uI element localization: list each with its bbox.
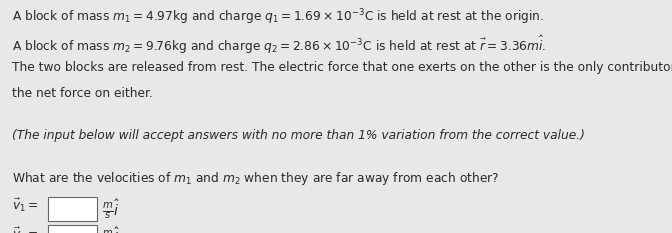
Text: $\frac{m}{s}\hat{i}$: $\frac{m}{s}\hat{i}$ xyxy=(102,225,120,233)
Text: $\vec{v}_1 = $: $\vec{v}_1 = $ xyxy=(12,197,38,214)
Text: A block of mass $m_1 = 4.97$kg and charge $q_1 = 1.69 \times 10^{-3}$C is held a: A block of mass $m_1 = 4.97$kg and charg… xyxy=(12,7,544,27)
FancyBboxPatch shape xyxy=(48,225,97,233)
Text: $\vec{v}_2 = $: $\vec{v}_2 = $ xyxy=(12,225,38,233)
Text: The two blocks are released from rest. The electric force that one exerts on the: The two blocks are released from rest. T… xyxy=(12,61,672,74)
Text: What are the velocities of $m_1$ and $m_2$ when they are far away from each othe: What are the velocities of $m_1$ and $m_… xyxy=(12,171,499,187)
Text: A block of mass $m_2 = 9.76$kg and charge $q_2 = 2.86 \times 10^{-3}$C is held a: A block of mass $m_2 = 9.76$kg and charg… xyxy=(12,34,546,56)
Text: $\frac{m}{s}\hat{i}$: $\frac{m}{s}\hat{i}$ xyxy=(102,197,120,221)
Text: (The input below will accept answers with no more than 1% variation from the cor: (The input below will accept answers wit… xyxy=(12,129,585,142)
FancyBboxPatch shape xyxy=(48,197,97,221)
Text: the net force on either.: the net force on either. xyxy=(12,87,153,100)
